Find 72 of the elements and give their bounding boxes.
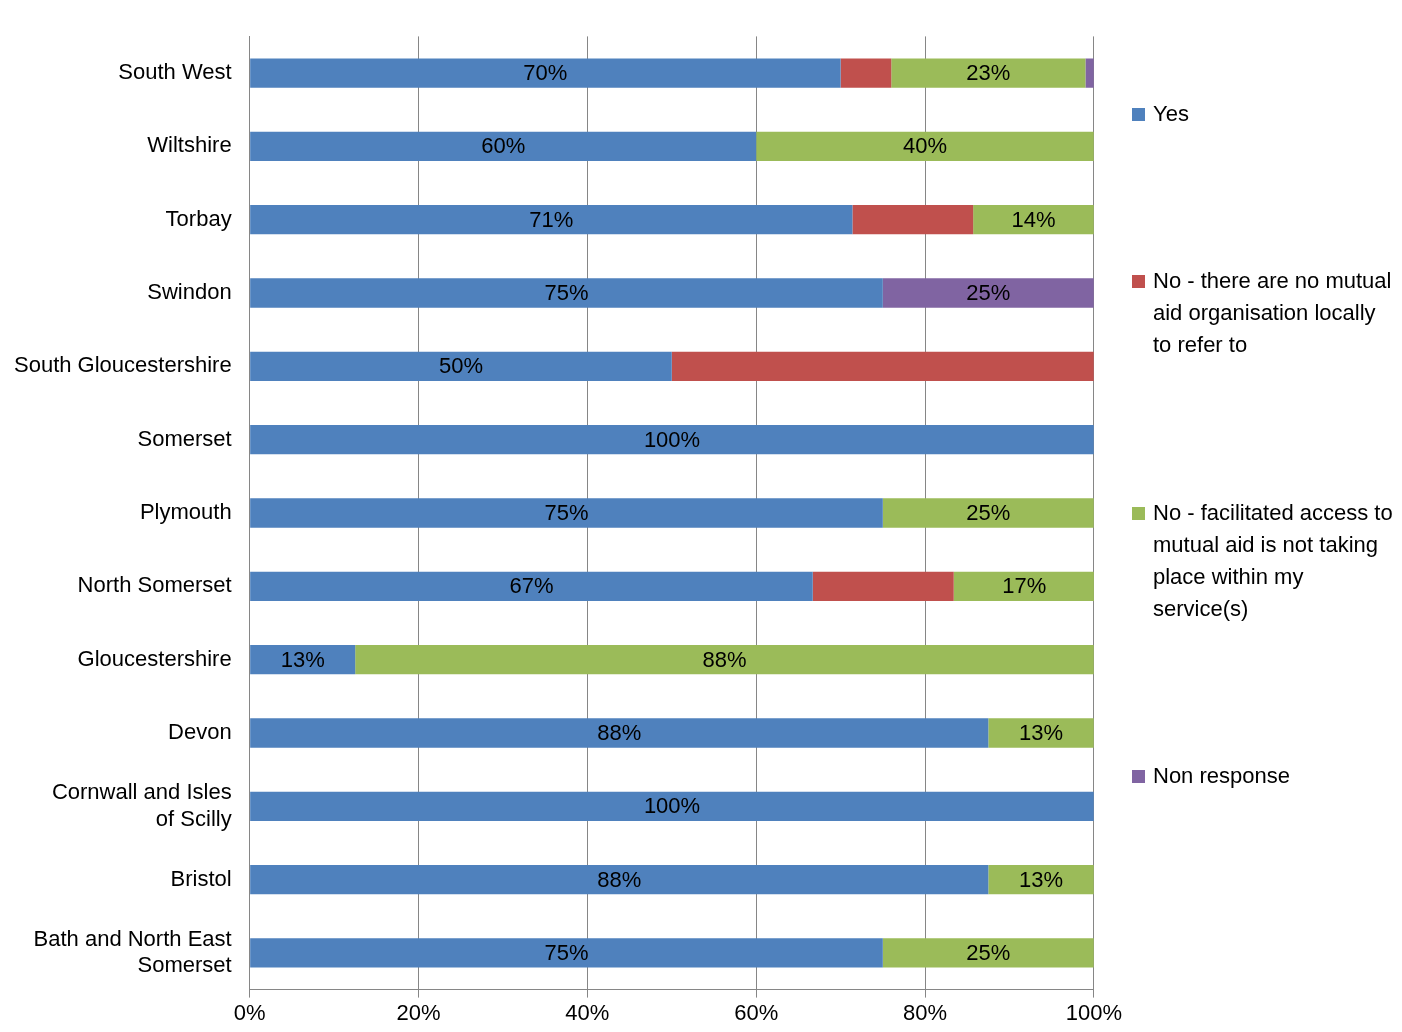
bar xyxy=(250,571,813,601)
data-label: 13% xyxy=(280,646,325,672)
data-label: 60% xyxy=(481,133,526,159)
y-tick-label: Torbay xyxy=(165,205,232,231)
bar xyxy=(953,571,1094,601)
y-tick-label: Gloucestershire xyxy=(77,645,232,671)
data-label: 25% xyxy=(966,940,1011,965)
data-label: 23% xyxy=(966,60,1011,86)
y-tick-label: Swindon xyxy=(147,279,232,305)
y-tick-label: North Somerset xyxy=(77,572,232,598)
bar xyxy=(988,718,1094,748)
legend-label: Yes xyxy=(1153,99,1189,128)
bar xyxy=(671,351,1094,382)
data-label: 75% xyxy=(544,940,589,965)
bar xyxy=(756,131,1094,162)
data-label: 67% xyxy=(509,573,554,599)
bar xyxy=(250,205,853,235)
bar xyxy=(250,791,1094,821)
bar xyxy=(1085,58,1094,88)
bar xyxy=(882,498,1094,528)
bar xyxy=(882,938,1094,968)
x-tick-label: 40% xyxy=(565,999,610,1025)
bar xyxy=(355,644,1094,675)
bar xyxy=(812,571,954,601)
bar xyxy=(852,205,974,235)
data-label: 25% xyxy=(966,280,1011,306)
bar xyxy=(250,938,883,968)
data-label: 50% xyxy=(438,353,483,379)
data-label: 100% xyxy=(643,793,701,819)
y-tick-label: Somerset xyxy=(137,425,232,451)
bar xyxy=(882,278,1094,308)
data-label: 88% xyxy=(597,866,642,892)
data-label: 17% xyxy=(1002,573,1047,599)
bar xyxy=(250,351,672,382)
bar xyxy=(891,58,1086,88)
legend-label: Non response xyxy=(1153,762,1290,791)
data-label: 75% xyxy=(544,280,589,306)
data-label: 100% xyxy=(643,426,701,452)
y-tick-label: Plymouth xyxy=(139,499,232,525)
legend-label: No - facilitated access to mutual aid is not taking place within my service(s) xyxy=(1153,498,1394,623)
y-tick-label: Bristol xyxy=(170,865,232,891)
bar xyxy=(250,864,989,895)
legend-label: No - there are no mutual aid organisation locally to refer to xyxy=(1153,267,1393,360)
data-label: 13% xyxy=(1019,720,1064,746)
bar xyxy=(250,498,883,528)
data-label: 70% xyxy=(523,60,568,86)
data-label: 88% xyxy=(597,720,642,746)
bar xyxy=(250,131,757,162)
bar xyxy=(250,58,841,88)
y-tick-label: South Gloucestershire xyxy=(14,352,232,378)
bar xyxy=(973,205,1094,235)
bar xyxy=(250,278,883,308)
data-label: 75% xyxy=(544,500,589,526)
y-tick-label: Cornwall and Isles of Scilly xyxy=(51,779,232,831)
y-tick-label: South West xyxy=(118,59,232,85)
bar xyxy=(250,425,1094,455)
x-tick-label: 80% xyxy=(903,999,948,1025)
data-label: 25% xyxy=(966,500,1011,526)
x-tick-label: 100% xyxy=(1065,999,1123,1025)
y-tick-label: Devon xyxy=(168,719,232,745)
x-tick-label: 0% xyxy=(233,999,266,1025)
y-tick-label: Wiltshire xyxy=(147,132,232,158)
x-tick-label: 20% xyxy=(396,999,441,1025)
bar xyxy=(840,58,892,88)
y-tick-label: Bath and North East Somerset xyxy=(33,925,232,978)
data-label: 40% xyxy=(903,133,948,159)
data-label: 13% xyxy=(1019,866,1064,892)
data-label: 71% xyxy=(529,206,574,232)
bar xyxy=(250,718,989,748)
x-tick-label: 60% xyxy=(734,999,779,1025)
data-label: 88% xyxy=(702,646,747,672)
data-label: 14% xyxy=(1011,206,1056,232)
